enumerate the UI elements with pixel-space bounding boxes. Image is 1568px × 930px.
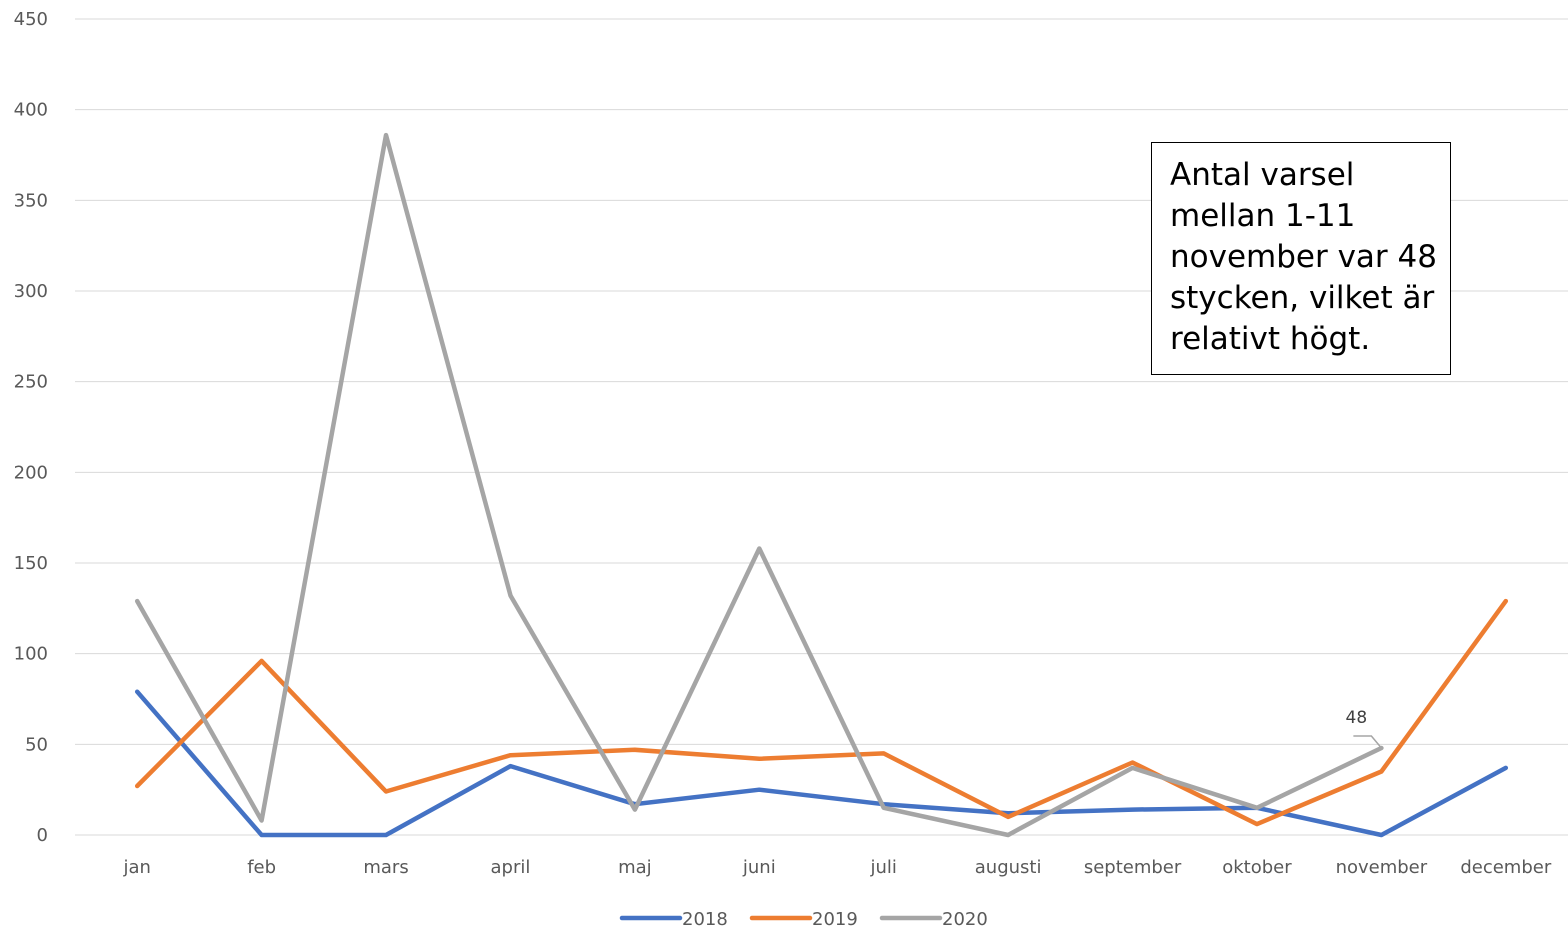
x-tick-label: juni: [742, 857, 776, 878]
x-tick-label: november: [1336, 857, 1428, 878]
x-tick-label: april: [491, 857, 531, 878]
y-tick-label: 150: [14, 553, 48, 574]
y-tick-label: 400: [14, 100, 48, 121]
data-label-leader-line: [1353, 735, 1382, 749]
data-label: 48: [1346, 708, 1368, 728]
series-line-2019: [134, 598, 1509, 827]
x-tick-label: jan: [122, 857, 150, 878]
y-tick-label: 100: [14, 644, 48, 665]
x-tick-label: december: [1460, 857, 1552, 878]
y-tick-label: 0: [37, 825, 48, 846]
x-tick-label: augusti: [975, 857, 1042, 878]
legend-label-2020: 2020: [942, 909, 988, 930]
y-tick-label: 50: [25, 734, 48, 755]
x-tick-label: september: [1084, 857, 1182, 878]
x-tick-label: maj: [618, 857, 652, 878]
y-tick-label: 200: [14, 462, 48, 483]
y-tick-label: 250: [14, 372, 48, 393]
x-tick-label: mars: [363, 857, 408, 878]
y-tick-label: 300: [14, 281, 48, 302]
series-line-2018: [134, 689, 1509, 838]
annotation-box: Antal varsel mellan 1-11 november var 48…: [1151, 142, 1451, 375]
y-tick-label: 450: [14, 9, 48, 30]
series-line-2020: [134, 132, 1384, 838]
legend-label-2018: 2018: [682, 909, 728, 930]
x-tick-label: oktober: [1222, 857, 1292, 878]
x-tick-label: feb: [247, 857, 276, 878]
legend-label-2019: 2019: [812, 909, 858, 930]
x-tick-label: juli: [869, 857, 896, 878]
y-tick-label: 350: [14, 190, 48, 211]
